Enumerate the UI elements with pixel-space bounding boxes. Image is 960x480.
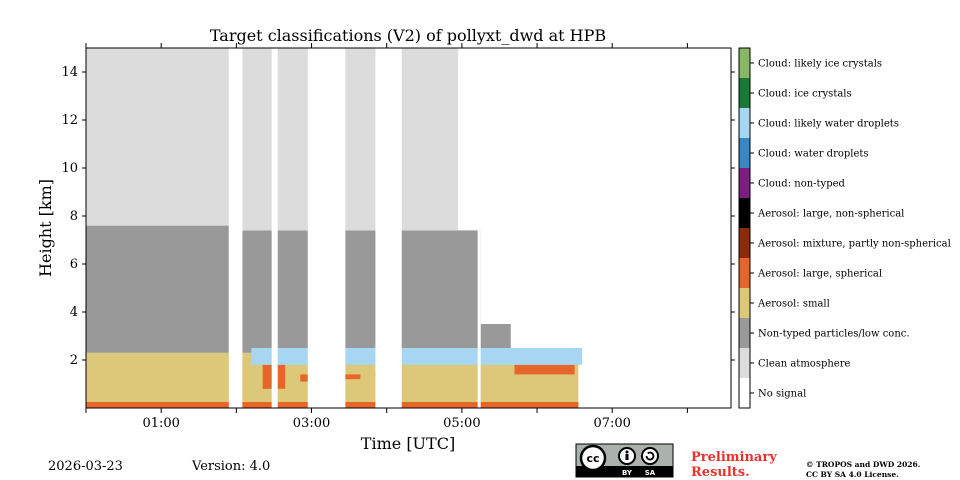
class-layer-3 bbox=[86, 48, 229, 226]
y-tick-label: 12 bbox=[61, 113, 78, 128]
chart-title: Target classifications (V2) of pollyxt_d… bbox=[210, 26, 606, 45]
colorbar-swatch bbox=[739, 138, 750, 168]
y-tick-label: 4 bbox=[70, 305, 78, 320]
colorbar-swatch bbox=[739, 198, 750, 228]
x-tick-label: 01:00 bbox=[142, 416, 179, 431]
y-tick-label: 8 bbox=[70, 209, 78, 224]
colorbar-swatch bbox=[739, 228, 750, 258]
cc-license-badge: cc BY SA bbox=[575, 443, 674, 478]
x-tick-label: 05:00 bbox=[443, 416, 480, 431]
colorbar: No signal Clean atmosphere Non-typed parti… bbox=[738, 47, 951, 409]
colorbar-label: Aerosol: large, spherical bbox=[757, 269, 882, 280]
colorbar-swatch bbox=[739, 378, 750, 408]
colorbar-label: Aerosol: large, non-spherical bbox=[757, 209, 904, 220]
preliminary-line2: Results. bbox=[691, 465, 750, 480]
colorbar-label: Aerosol: small bbox=[757, 299, 830, 310]
data-gap-4 bbox=[477, 48, 481, 408]
cc-text: cc bbox=[586, 452, 599, 465]
colorbar-swatch bbox=[739, 288, 750, 318]
class-layer-5 bbox=[242, 48, 459, 231]
heatmap-plot bbox=[86, 48, 583, 408]
x-axis-label: Time [UTC] bbox=[361, 434, 455, 453]
colorbar-label: Cloud: water droplets bbox=[758, 149, 869, 160]
class-layer-12 bbox=[251, 348, 583, 365]
colorbar-label: Clean atmosphere bbox=[758, 359, 851, 370]
data-gap-2 bbox=[307, 48, 346, 408]
colorbar-swatch bbox=[739, 258, 750, 288]
colorbar-label: Cloud: likely water droplets bbox=[758, 119, 899, 130]
sa-icon bbox=[641, 447, 659, 465]
x-tick-label: 03:00 bbox=[293, 416, 330, 431]
by-label: BY bbox=[622, 469, 633, 477]
x-tick-label: 07:00 bbox=[593, 416, 630, 431]
sa-label: SA bbox=[645, 469, 656, 477]
y-tick-label: 14 bbox=[61, 65, 78, 80]
class-layer-2 bbox=[86, 225, 229, 353]
y-tick-label: 2 bbox=[70, 353, 78, 368]
class-layer-9 bbox=[337, 374, 361, 380]
axis-ticks: 01:00 03:00 05:00 07:00 2 4 6 8 10 12 14 bbox=[61, 43, 735, 431]
colorbar-label: Cloud: ice crystals bbox=[758, 89, 852, 100]
y-tick-label: 10 bbox=[61, 161, 78, 176]
colorbar-label: Cloud: non-typed bbox=[758, 179, 846, 190]
colorbar-swatch bbox=[739, 318, 750, 348]
plot-frame bbox=[85, 47, 732, 409]
colorbar-label: Aerosol: mixture, partly non-spherical bbox=[757, 239, 951, 250]
y-tick-label: 6 bbox=[70, 257, 78, 272]
copyright-line1: © TROPOS and DWD 2026. bbox=[806, 460, 920, 469]
colorbar-swatch bbox=[739, 168, 750, 198]
colorbar-label: Cloud: likely ice crystals bbox=[758, 59, 882, 70]
class-layer-11 bbox=[514, 364, 575, 375]
copyright-line2: CC BY SA 4.0 License. bbox=[806, 470, 899, 479]
data-gap-3 bbox=[375, 48, 402, 408]
y-axis-label: Height [km] bbox=[36, 179, 55, 277]
colorbar-swatch bbox=[739, 48, 750, 78]
version-label: Version: 4.0 bbox=[191, 459, 270, 474]
colorbar-swatch bbox=[739, 78, 750, 108]
colorbar-label: No signal bbox=[758, 389, 806, 400]
data-gap-0 bbox=[228, 48, 243, 408]
colorbar-swatch bbox=[739, 348, 750, 378]
colorbar-label: Non-typed particles/low conc. bbox=[758, 329, 910, 340]
class-layer-4 bbox=[242, 230, 481, 353]
data-gap-1 bbox=[271, 48, 278, 408]
preliminary-line1: Preliminary bbox=[691, 450, 777, 465]
cc-icon bbox=[579, 444, 607, 472]
date-label: 2026-03-23 bbox=[48, 459, 123, 474]
colorbar-swatch bbox=[739, 108, 750, 138]
colorbar-frame bbox=[738, 47, 751, 409]
